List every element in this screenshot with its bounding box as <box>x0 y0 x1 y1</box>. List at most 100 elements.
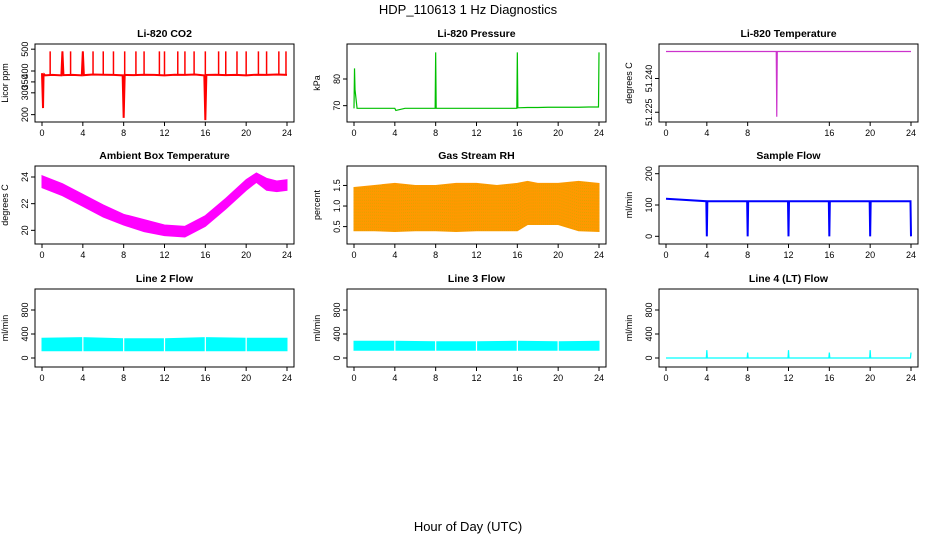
x-tick-label: 0 <box>39 250 44 260</box>
panel-6: Sample Flow ml/min 0 4 8 12 16 20 24 0 100 200 <box>624 150 919 260</box>
x-tick-label: 8 <box>433 250 438 260</box>
y-tick-label: 400 <box>20 63 30 78</box>
series-texture <box>353 181 600 232</box>
panel-title: Gas Stream RH <box>438 150 514 162</box>
y-tick-label: 1.5 <box>332 179 342 192</box>
series-line <box>666 50 911 117</box>
x-tick-label: 0 <box>663 373 668 383</box>
y-axis-label: ml/min <box>312 315 322 342</box>
x-tick-label: 0 <box>663 128 668 138</box>
x-tick-label: 12 <box>783 250 793 260</box>
plot-frame <box>658 43 919 123</box>
x-tick-label: 16 <box>824 250 834 260</box>
y-axis-label: percent <box>312 189 322 220</box>
panel-1: Li-820 CO2 Licor ppm 0 4 8 12 16 20 24 200 3003504… <box>0 28 295 138</box>
y-tick-label: 51.240 <box>644 65 654 93</box>
panel-8: Line 3 Flow ml/min 0 4 8 12 16 20 24 0 400 800 <box>312 273 607 383</box>
x-tick-label: 8 <box>745 128 750 138</box>
x-tick-label: 20 <box>553 373 563 383</box>
x-tick-label: 4 <box>392 373 397 383</box>
panel-5: Gas Stream RH percent 0 4 8 12 16 20 24 0.5 1.0 1.5 <box>312 150 607 260</box>
x-tick-label: 24 <box>594 373 604 383</box>
x-tick-label: 12 <box>471 373 481 383</box>
x-tick-label: 12 <box>159 250 169 260</box>
x-tick-label: 24 <box>282 373 292 383</box>
y-tick-label: 800 <box>332 302 342 317</box>
x-tick-label: 12 <box>159 373 169 383</box>
y-tick-label: 0.5 <box>332 220 342 233</box>
x-tick-label: 20 <box>553 128 563 138</box>
panel-title: Li-820 CO2 <box>137 28 192 40</box>
y-tick-label: 0 <box>20 355 30 360</box>
x-tick-label: 0 <box>39 128 44 138</box>
panel-title: Line 4 (LT) Flow <box>749 273 829 285</box>
y-axis-label: ml/min <box>624 315 634 342</box>
x-tick-label: 4 <box>80 128 85 138</box>
y-tick-label: 1.0 <box>332 200 342 213</box>
x-tick-label: 24 <box>594 128 604 138</box>
panel-3: Li-820 Temperature degrees C 0 4 8 16 20 24 51.2… <box>624 28 919 138</box>
y-tick-label: 400 <box>332 326 342 341</box>
figure-title: HDP_110613 1 Hz Diagnostics <box>379 2 558 17</box>
y-tick-label: 0 <box>644 355 654 360</box>
y-axis-label: degrees C <box>624 62 634 104</box>
x-tick-label: 8 <box>121 128 126 138</box>
plot-frame <box>346 43 607 123</box>
x-tick-label: 24 <box>906 128 916 138</box>
x-tick-label: 16 <box>512 128 522 138</box>
x-tick-label: 0 <box>351 250 356 260</box>
x-tick-label: 20 <box>865 128 875 138</box>
x-tick-label: 4 <box>80 373 85 383</box>
y-axis-label: kPa <box>312 75 322 91</box>
panel-4: Ambient Box Temperature degrees C 0 4 8 12 16 2… <box>0 150 295 260</box>
x-tick-label: 8 <box>745 373 750 383</box>
x-tick-label: 4 <box>704 250 709 260</box>
x-tick-label: 12 <box>159 128 169 138</box>
y-tick-label: 24 <box>20 172 30 182</box>
y-axis-label: ml/min <box>0 315 10 342</box>
series-band <box>41 172 288 238</box>
plot-frame <box>34 288 295 368</box>
x-tick-label: 16 <box>512 250 522 260</box>
y-tick-label: 22 <box>20 199 30 209</box>
x-tick-label: 16 <box>824 128 834 138</box>
y-tick-label: 500 <box>20 42 30 57</box>
x-tick-label: 16 <box>200 250 210 260</box>
y-tick-label: 0 <box>332 355 342 360</box>
y-tick-label: 70 <box>332 101 342 111</box>
x-tick-label: 20 <box>865 250 875 260</box>
x-tick-label: 4 <box>392 128 397 138</box>
y-tick-label: 0 <box>644 234 654 239</box>
x-tick-label: 8 <box>121 373 126 383</box>
x-tick-label: 4 <box>392 250 397 260</box>
y-axis-label: ml/min <box>624 192 634 219</box>
y-axis-label: Licor ppm <box>0 63 10 103</box>
x-tick-label: 0 <box>663 250 668 260</box>
panel-title: Li-820 Temperature <box>740 28 836 40</box>
x-tick-label: 20 <box>241 250 251 260</box>
x-tick-label: 12 <box>471 250 481 260</box>
x-tick-label: 12 <box>783 373 793 383</box>
y-tick-label: 400 <box>644 326 654 341</box>
x-tick-label: 24 <box>906 250 916 260</box>
x-tick-label: 8 <box>433 128 438 138</box>
x-tick-label: 20 <box>553 250 563 260</box>
y-tick-label: 800 <box>644 302 654 317</box>
x-tick-label: 24 <box>282 128 292 138</box>
panel-7: Line 2 Flow ml/min 0 4 8 12 16 20 24 0 400 800 <box>0 273 295 383</box>
x-tick-label: 16 <box>200 373 210 383</box>
x-tick-label: 24 <box>594 250 604 260</box>
x-tick-label: 24 <box>906 373 916 383</box>
y-axis-label: degrees C <box>0 184 10 226</box>
y-tick-label: 350 <box>20 74 30 89</box>
y-tick-label: 800 <box>20 302 30 317</box>
panel-title: Ambient Box Temperature <box>99 150 230 162</box>
x-tick-label: 16 <box>200 128 210 138</box>
series-band <box>353 180 600 233</box>
y-tick-label: 20 <box>20 225 30 235</box>
panel-title: Li-820 Pressure <box>437 28 515 40</box>
x-tick-label: 20 <box>241 373 251 383</box>
y-tick-label: 80 <box>332 74 342 84</box>
